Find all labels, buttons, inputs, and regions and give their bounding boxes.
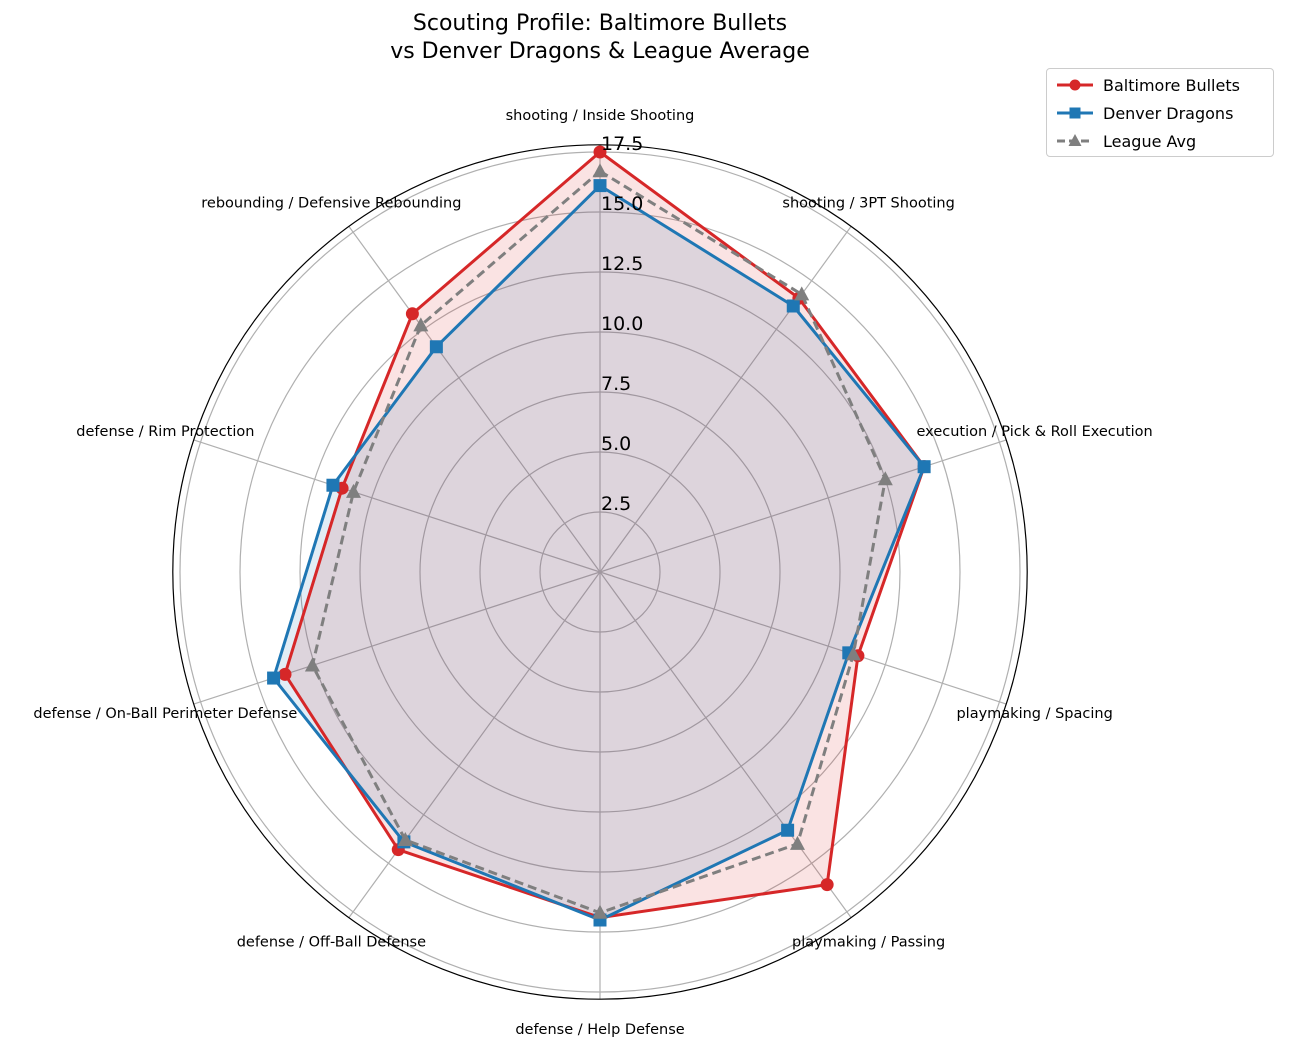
series-fill [285,152,925,918]
legend-item-denver: Denver Dragons [1055,103,1233,123]
data-point [429,340,443,354]
legend-label: Denver Dragons [1103,103,1234,123]
legend: Baltimore Bullets Denver Dragons League … [1046,68,1274,157]
axis-label: shooting / Inside Shooting [506,108,695,124]
data-point [820,878,834,892]
legend-marker-square-icon [1057,107,1093,119]
legend-item-baltimore: Baltimore Bullets [1055,75,1240,95]
outer-frame [172,144,1028,1000]
data-point [794,286,810,301]
axis-label: execution / Pick & Roll Execution [917,424,1153,440]
data-point [593,145,607,159]
data-point [592,163,608,178]
chart-title-line-2: vs Denver Dragons & League Average [390,39,810,64]
data-point [593,179,607,193]
chart-title: Scouting Profile: Baltimore Bullets vs D… [0,10,1200,66]
data-point [326,478,340,492]
grid-spoke [599,571,852,918]
grid-spoke [599,439,1007,573]
r-tick-label: 7.5 [601,373,631,395]
axis-label: playmaking / Spacing [956,706,1112,722]
r-tick-label: 10.0 [601,313,643,335]
axis-label: rebounding / Defensive Rebounding [201,195,461,211]
r-tick-label: 12.5 [601,253,643,275]
chart-title-line-1: Scouting Profile: Baltimore Bullets [412,11,788,36]
data-point [345,483,361,498]
legend-marker-triangle-icon [1057,134,1093,146]
data-point [397,831,413,846]
legend-label: League Avg [1103,131,1197,151]
data-point [877,471,893,486]
legend-marker-circle-icon [1057,79,1093,91]
data-point [781,823,795,837]
legend-label: Baltimore Bullets [1103,75,1240,95]
axis-label: defense / Help Defense [515,1022,684,1038]
data-point [405,307,419,321]
r-tick-label: 2.5 [601,493,631,515]
data-point [304,657,320,672]
grid-spoke [599,571,1007,705]
grid-spoke [193,439,601,573]
r-tick-label: 17.5 [601,133,643,155]
grid-spoke [348,571,601,918]
series-fill [273,185,925,921]
axis-label: defense / Rim Protection [76,424,254,440]
axis-label: defense / On-Ball Perimeter Defense [33,706,297,722]
axis-label: playmaking / Passing [792,935,945,951]
grid-spoke [348,226,601,573]
legend-item-league: League Avg [1055,131,1196,151]
data-point [278,667,292,681]
data-point [789,835,805,850]
data-point [917,460,931,474]
data-point [845,646,861,661]
data-point [267,671,281,685]
data-point [592,904,608,919]
r-tick-label: 5.0 [601,433,631,455]
data-point [413,317,429,332]
axis-label: shooting / 3PT Shooting [782,195,954,211]
axis-label: defense / Off-Ball Defense [237,935,426,951]
grid-spoke [599,226,852,573]
data-point [786,299,800,313]
r-tick-label: 15.0 [601,193,643,215]
grid-spoke [193,571,601,705]
